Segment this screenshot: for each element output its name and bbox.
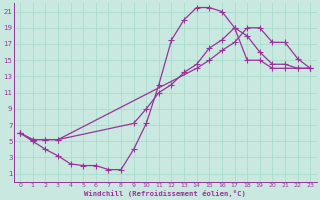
X-axis label: Windchill (Refroidissement éolien,°C): Windchill (Refroidissement éolien,°C) — [84, 190, 246, 197]
